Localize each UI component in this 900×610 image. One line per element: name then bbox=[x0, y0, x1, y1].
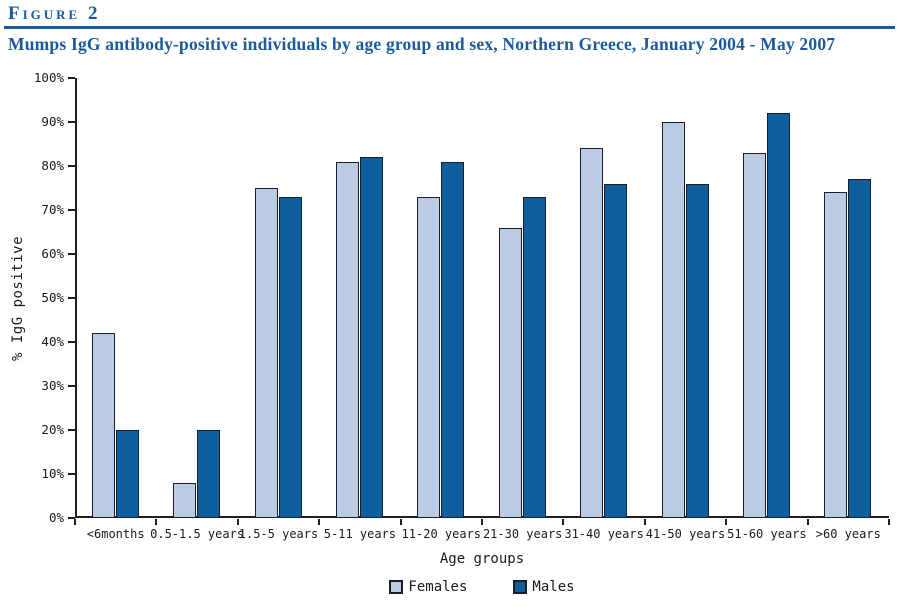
x-tick bbox=[155, 519, 158, 525]
x-tick bbox=[318, 519, 321, 525]
y-tick-label: 50% bbox=[41, 290, 64, 305]
bar-females-1 bbox=[91, 333, 115, 518]
x-tick-label: 0.5-1.5 years bbox=[150, 527, 245, 541]
bar-females-2 bbox=[173, 482, 197, 518]
y-tick bbox=[68, 209, 75, 211]
y-tick-label: 20% bbox=[41, 422, 64, 437]
y-tick bbox=[68, 385, 75, 387]
bar-males-8 bbox=[685, 183, 709, 518]
figure-label: Figure 2 bbox=[8, 3, 101, 24]
x-tick-label: 41-50 years bbox=[645, 527, 726, 541]
bar-males-3 bbox=[278, 196, 302, 518]
bar-females-10 bbox=[824, 192, 848, 518]
legend-entry-males: Males bbox=[513, 579, 575, 595]
x-tick-label: 31-40 years bbox=[564, 527, 644, 541]
y-tick bbox=[68, 297, 75, 299]
bar-males-5 bbox=[441, 161, 465, 518]
y-tick bbox=[68, 473, 75, 475]
x-tick bbox=[236, 519, 239, 525]
x-tick-label: 1.5-5 years bbox=[238, 527, 319, 541]
bar-males-2 bbox=[197, 430, 221, 518]
bar-males-9 bbox=[766, 113, 790, 518]
x-tick bbox=[562, 519, 565, 525]
y-tick-label: 30% bbox=[41, 378, 64, 393]
bar-females-4 bbox=[335, 161, 359, 518]
legend-entry-females: Females bbox=[389, 579, 467, 595]
x-tick bbox=[74, 519, 76, 525]
chart-title: Mumps IgG antibody-positive individuals … bbox=[8, 34, 836, 54]
y-tick-label: 40% bbox=[41, 334, 64, 349]
x-tick bbox=[725, 519, 728, 525]
bar-females-5 bbox=[417, 196, 441, 518]
legend-swatch-females bbox=[389, 580, 404, 594]
header-rule bbox=[4, 26, 895, 29]
y-tick bbox=[68, 253, 75, 255]
y-tick-label: 0% bbox=[48, 510, 64, 525]
x-tick-label: >60 years bbox=[815, 527, 881, 541]
y-tick bbox=[68, 77, 75, 79]
bar-females-8 bbox=[661, 122, 685, 518]
x-tick bbox=[481, 519, 483, 525]
bar-females-9 bbox=[742, 152, 766, 518]
y-tick-label: 60% bbox=[41, 246, 64, 261]
legend-label: Females bbox=[408, 579, 468, 595]
bar-males-7 bbox=[604, 183, 628, 518]
y-tick-label: 80% bbox=[41, 158, 64, 173]
y-tick bbox=[68, 341, 75, 343]
y-tick bbox=[68, 121, 75, 123]
x-tick-label: 11-20 years bbox=[401, 527, 482, 541]
x-tick-label: 21-30 years bbox=[482, 527, 563, 541]
y-tick-label: 100% bbox=[33, 70, 64, 85]
x-tick-label: 5-11 years bbox=[323, 527, 397, 541]
bar-males-6 bbox=[522, 196, 546, 518]
y-tick bbox=[68, 165, 75, 167]
x-tick-label: 51-60 years bbox=[727, 527, 807, 541]
x-tick bbox=[806, 519, 809, 525]
y-tick-label: 10% bbox=[41, 466, 64, 481]
bar-females-3 bbox=[254, 188, 278, 518]
x-tick-label: <6months bbox=[86, 527, 145, 541]
y-tick bbox=[68, 429, 75, 431]
bar-males-1 bbox=[115, 430, 139, 518]
y-tick-label: 70% bbox=[41, 202, 64, 217]
y-tick-label: 90% bbox=[41, 114, 64, 129]
legend-label: Males bbox=[532, 579, 575, 595]
bar-females-7 bbox=[580, 148, 604, 518]
x-tick bbox=[643, 519, 646, 525]
x-tick bbox=[888, 519, 890, 525]
bar-females-6 bbox=[498, 227, 522, 518]
x-axis-title: Age groups bbox=[439, 551, 525, 567]
y-tick bbox=[68, 517, 75, 519]
legend-swatch-males bbox=[513, 580, 528, 594]
bar-males-4 bbox=[359, 157, 383, 518]
x-tick bbox=[399, 519, 402, 525]
bar-males-10 bbox=[848, 179, 872, 518]
legend: Females Males bbox=[75, 579, 889, 595]
